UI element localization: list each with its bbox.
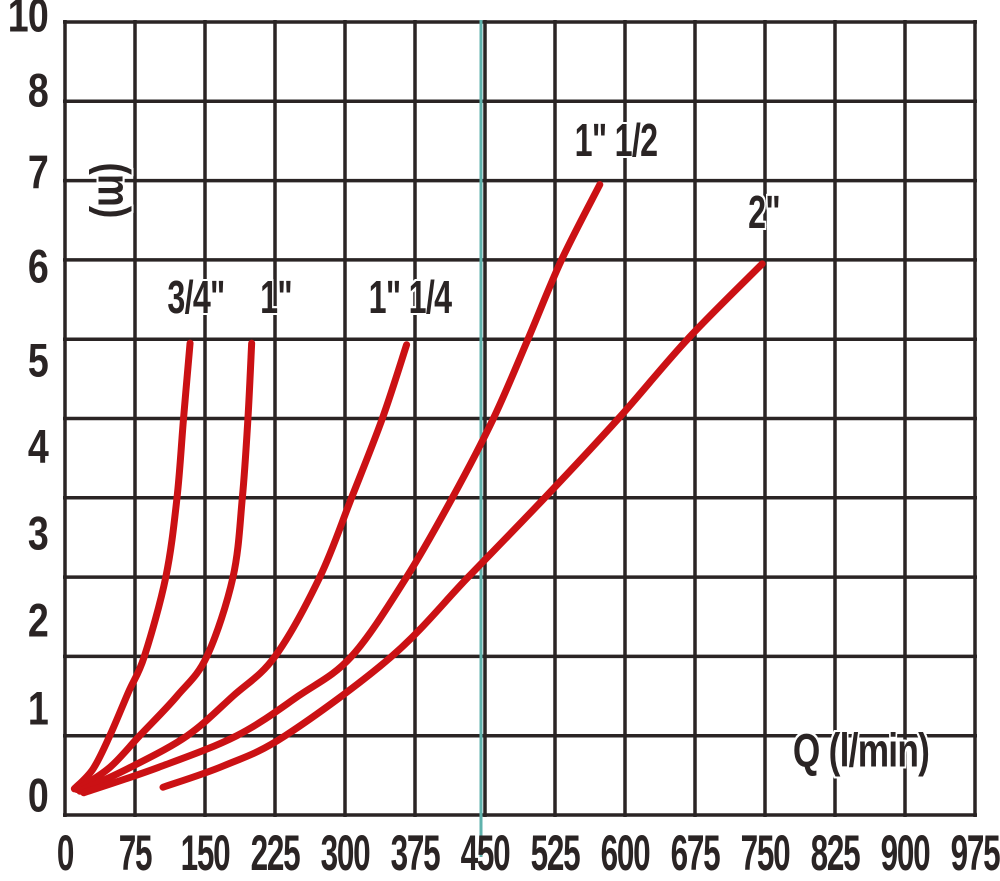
y-axis-tick-label: 4: [27, 419, 49, 473]
x-axis-tick-label: 225: [250, 825, 301, 881]
x-axis-tick-label: 975: [950, 825, 1000, 881]
x-axis-tick-label: 300: [320, 825, 371, 881]
curve-label-1-1-4-inch: 1" 1/4: [368, 271, 452, 323]
y-axis-unit-label: (m): [88, 162, 140, 218]
y-axis-tick-label: 8: [27, 63, 49, 117]
curve-label-3-4-inch: 3/4": [167, 271, 225, 323]
y-axis-tick-label: 2: [27, 593, 49, 647]
curve-path-0: [70, 339, 194, 793]
y-axis-tick-label: 0: [27, 768, 49, 822]
curve-path-4: [159, 260, 766, 791]
x-axis-tick-label: 0: [56, 825, 75, 881]
y-axis-tick-label: 3: [27, 506, 49, 560]
x-axis-tick-label: 525: [530, 825, 581, 881]
curve-label-1-inch: 1": [260, 271, 292, 323]
curve-label-1-1-2-inch: 1" 1/2: [574, 114, 658, 166]
curve-path-1: [73, 339, 256, 794]
y-axis-tick-label: 7: [27, 145, 49, 199]
x-axis-tick-label: 750: [740, 825, 791, 881]
y-axis-tick-label: 1: [27, 681, 49, 735]
x-axis-tick-label: 825: [810, 825, 861, 881]
x-axis-title: Q (l/min): [792, 723, 930, 777]
x-axis-tick-label: 450: [460, 825, 511, 881]
x-axis-tick-label: 150: [180, 825, 231, 881]
x-axis-tick-label: 675: [670, 825, 721, 881]
y-axis-tick-label: 10: [7, 0, 49, 42]
x-axis-tick-label: 375: [390, 825, 441, 881]
x-axis-tick-label: 75: [118, 825, 153, 881]
y-axis-tick-label: 5: [27, 333, 49, 387]
x-axis-tick-label: 600: [600, 825, 651, 881]
curve-path-2: [76, 341, 411, 795]
curve-path-3: [80, 181, 604, 797]
x-axis-tick-label: 900: [880, 825, 931, 881]
curve-label-2-inch: 2": [748, 186, 780, 238]
y-axis-tick-label: 6: [27, 239, 49, 293]
